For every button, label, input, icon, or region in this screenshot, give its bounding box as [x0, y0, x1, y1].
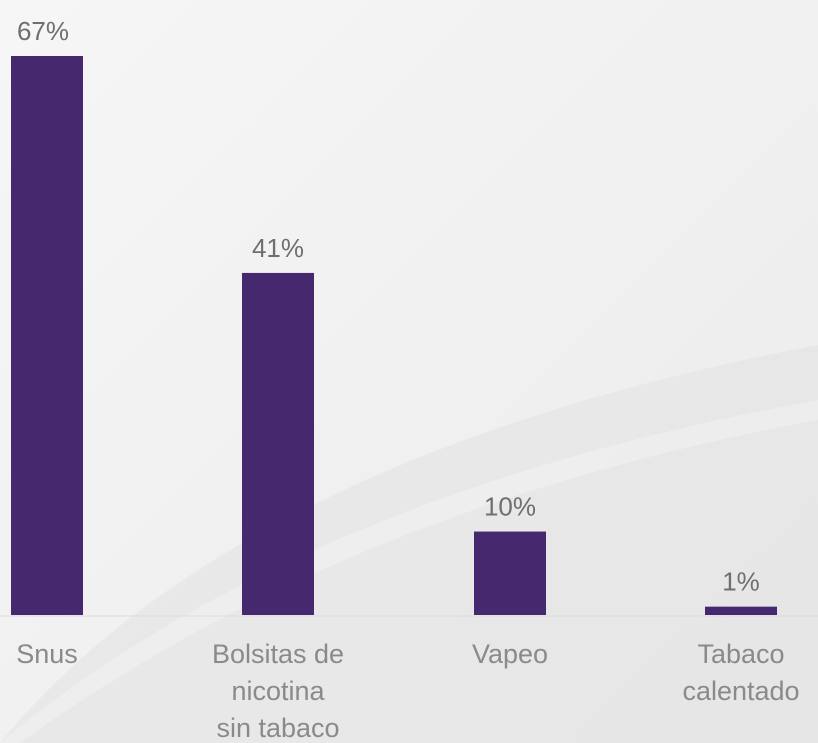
value-label-0: 67%	[17, 16, 69, 46]
value-labels-group: 67% 41% 10% 1%	[17, 16, 760, 597]
category-labels-group: Snus Bolsitas de nicotina sin tabaco Vapeo Ta…	[16, 639, 799, 743]
category-label-0: Snus	[16, 639, 78, 669]
value-label-2: 10%	[484, 492, 536, 522]
category-label-line: Vapeo	[472, 639, 548, 669]
category-label-line: Bolsitas de	[212, 639, 344, 669]
bar-1	[242, 272, 314, 615]
bar-3	[705, 606, 777, 615]
value-label-3: 1%	[722, 567, 760, 597]
category-label-1: Bolsitas de nicotina sin tabaco	[212, 639, 344, 743]
category-label-line: Tabaco	[697, 639, 784, 669]
category-label-line: Snus	[16, 639, 78, 669]
bars-group	[11, 56, 777, 615]
value-label-1: 41%	[252, 233, 304, 263]
bar-2	[474, 531, 546, 615]
category-label-3: Tabaco calentado	[682, 639, 799, 706]
category-label-line: nicotina	[231, 676, 325, 706]
category-label-line: calentado	[682, 676, 799, 706]
background-swoosh-highlight	[0, 400, 818, 743]
category-label-2: Vapeo	[472, 639, 548, 669]
category-label-line: sin tabaco	[216, 713, 339, 743]
background-swoosh	[0, 345, 818, 743]
bar-0	[11, 56, 83, 615]
